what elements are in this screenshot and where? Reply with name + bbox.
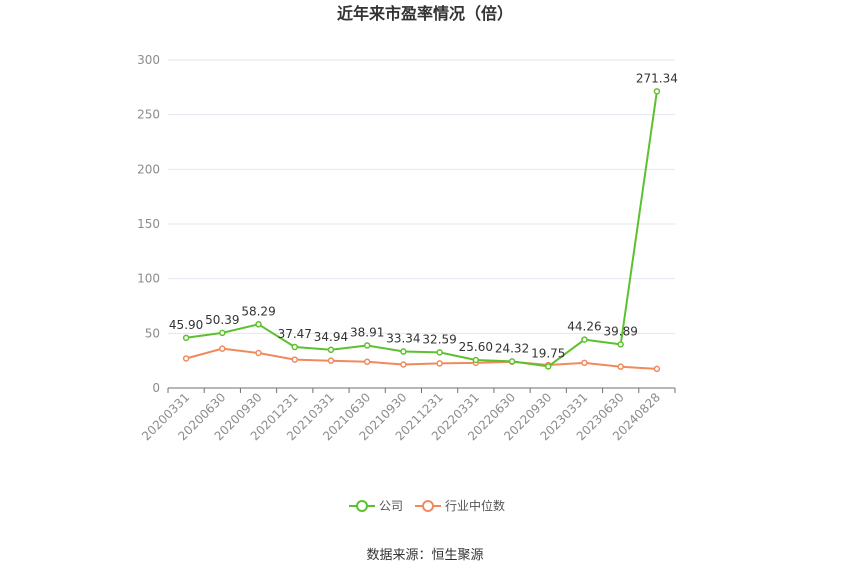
data-point xyxy=(255,349,262,357)
legend[interactable]: 公司 行业中位数 xyxy=(349,498,505,513)
data-label: 39.89 xyxy=(603,324,637,338)
data-point xyxy=(327,346,335,354)
data-point xyxy=(581,336,588,343)
data-point xyxy=(363,342,371,349)
data-point xyxy=(182,355,190,362)
data-point xyxy=(219,345,226,352)
data-label: 24.32 xyxy=(495,341,529,355)
data-point xyxy=(508,358,516,365)
legend-label: 公司 xyxy=(379,499,403,513)
data-point xyxy=(400,361,407,368)
data-label: 44.26 xyxy=(567,320,601,334)
data-point xyxy=(291,356,298,363)
source-note: 数据来源：恒生聚源 xyxy=(366,548,483,563)
data-label: 25.60 xyxy=(459,340,493,354)
data-label: 33.34 xyxy=(386,332,420,346)
data-label: 37.47 xyxy=(278,327,312,341)
series-line xyxy=(185,91,658,368)
legend-label: 行业中位数 xyxy=(445,498,505,513)
chart-title: 近年来市盈率情况（倍） xyxy=(337,4,513,23)
y-tick-label: 0 xyxy=(152,381,160,395)
data-label: 45.90 xyxy=(169,318,203,332)
y-tick-label: 300 xyxy=(137,53,160,67)
grid-lines xyxy=(168,59,675,334)
y-axis: 0 50 100 150 200 250 300 xyxy=(137,53,160,395)
data-point xyxy=(617,341,624,348)
data-point xyxy=(472,356,480,364)
data-point xyxy=(327,357,335,364)
data-point xyxy=(653,88,661,95)
y-tick-label: 150 xyxy=(137,217,160,231)
data-point xyxy=(400,348,407,355)
x-axis: 2020033120200630202009302020123120210331… xyxy=(139,387,676,443)
data-point xyxy=(581,359,588,367)
data-label: 50.39 xyxy=(205,313,239,327)
data-point xyxy=(436,360,443,367)
data-label: 34.94 xyxy=(314,330,348,344)
data-point xyxy=(545,363,552,370)
data-label: 58.29 xyxy=(241,304,275,318)
data-label: 32.59 xyxy=(422,332,456,346)
data-point xyxy=(255,321,262,328)
y-tick-label: 100 xyxy=(137,272,160,286)
legend-marker xyxy=(356,500,368,512)
data-point xyxy=(219,329,226,337)
data-label: 19.75 xyxy=(531,346,565,360)
y-tick-label: 50 xyxy=(145,326,160,340)
y-tick-label: 250 xyxy=(137,108,160,122)
data-point xyxy=(291,343,298,351)
legend-marker xyxy=(422,500,434,512)
data-label: 38.91 xyxy=(350,325,384,339)
data-point xyxy=(363,358,371,366)
series-line xyxy=(185,347,657,370)
data-point xyxy=(617,363,624,370)
data-point xyxy=(436,349,443,356)
data-point xyxy=(653,365,661,373)
data-label: 271.34 xyxy=(636,71,678,85)
y-tick-label: 200 xyxy=(137,162,160,176)
data-point xyxy=(182,334,190,342)
